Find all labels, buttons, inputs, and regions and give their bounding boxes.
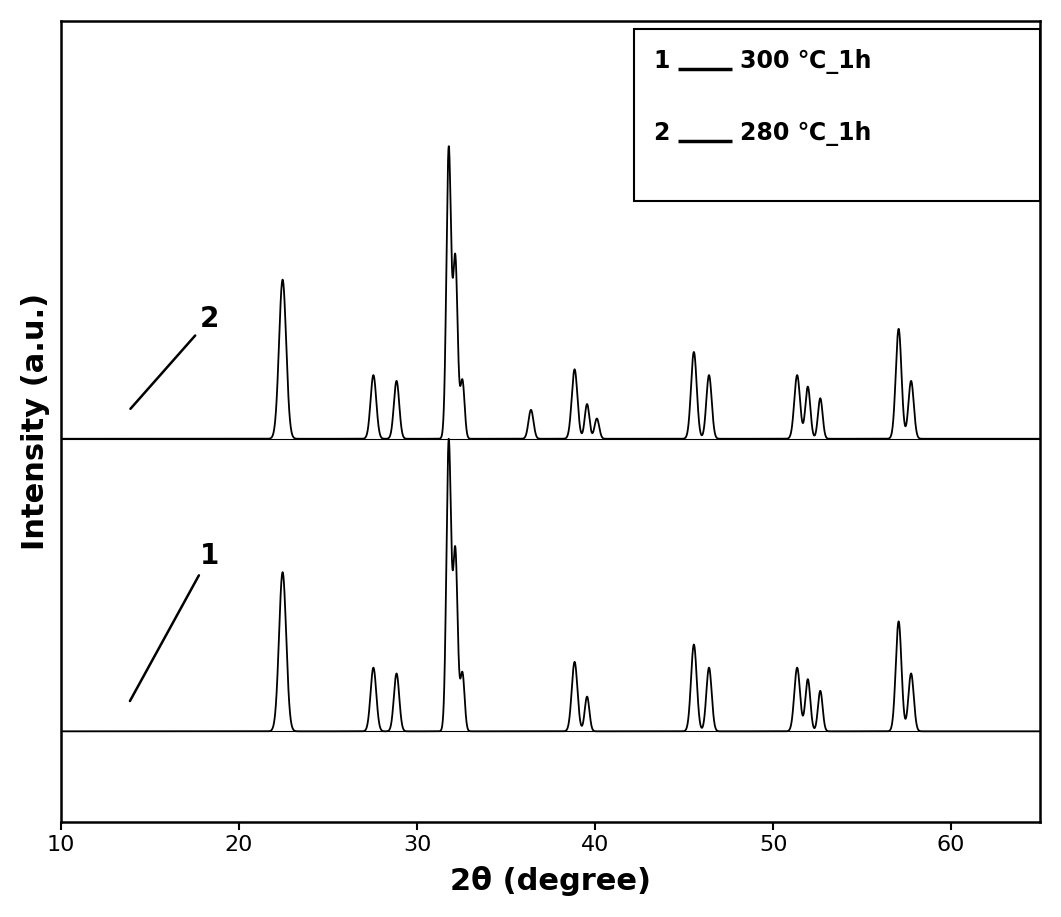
Text: 2: 2	[654, 121, 669, 145]
Text: 280 ℃_1h: 280 ℃_1h	[740, 121, 871, 146]
Text: 1: 1	[129, 542, 219, 701]
Text: 300 ℃_1h: 300 ℃_1h	[740, 49, 871, 74]
Y-axis label: Intensity (a.u.): Intensity (a.u.)	[21, 293, 50, 550]
Text: 2: 2	[131, 305, 220, 409]
X-axis label: 2θ (degree): 2θ (degree)	[450, 867, 651, 896]
Text: 1: 1	[654, 49, 669, 72]
FancyBboxPatch shape	[633, 28, 1040, 201]
